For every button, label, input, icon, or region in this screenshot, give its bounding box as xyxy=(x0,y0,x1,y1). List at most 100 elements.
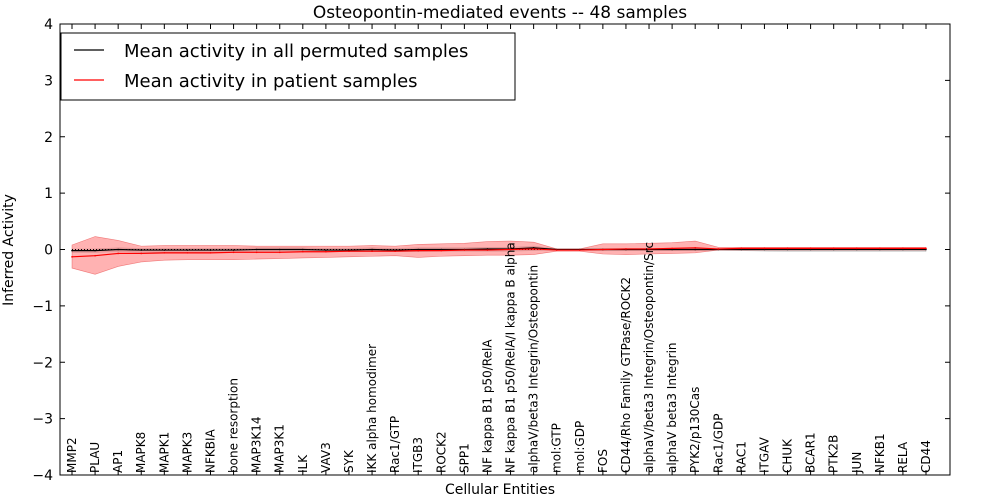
y-axis: −4 −3 −2 −1 0 1 2 3 4 xyxy=(32,17,950,484)
line-patient-point xyxy=(463,249,466,251)
legend: Mean activity in all permuted samples Me… xyxy=(60,32,516,101)
y-tick-label: −2 xyxy=(32,355,53,371)
x-tick-label: ROCK2 xyxy=(434,431,448,473)
line-permuted xyxy=(72,247,926,252)
line-patient-point xyxy=(186,252,189,254)
x-tick-label: CD44 xyxy=(919,440,933,473)
line-permuted-point xyxy=(763,248,766,251)
line-permuted-point xyxy=(140,249,143,251)
x-tick-label: MAPK1 xyxy=(157,432,171,473)
line-permuted-point xyxy=(371,248,373,251)
line-patient-point xyxy=(394,250,396,252)
y-axis-label: Inferred Activity xyxy=(1,194,17,306)
line-patient-point xyxy=(879,247,881,250)
line-patient-point xyxy=(648,248,650,250)
x-tick-label: IKK alpha homodimer xyxy=(365,344,379,473)
x-tick-label: JUN xyxy=(850,452,864,474)
x-tick-label: PYK2/p130Cas xyxy=(688,387,702,473)
line-patient-point xyxy=(94,254,96,257)
line-patient-point xyxy=(902,247,904,250)
line-patient-point xyxy=(255,251,258,254)
line-patient-point xyxy=(117,252,119,255)
x-tick-label: alphaV/beta3 Integrin/Osteopontin xyxy=(527,265,541,473)
line-patient-point xyxy=(209,252,212,254)
x-tick-label: SYK xyxy=(342,449,356,473)
line-patient-point xyxy=(232,251,235,254)
x-tick-label: NFKBIA xyxy=(203,428,217,473)
x-tick-label: BCAR1 xyxy=(804,432,818,473)
x-tick-label: NF kappa B1 p50/RelA xyxy=(480,339,494,473)
line-patient-point xyxy=(555,249,558,251)
line-patient-point xyxy=(786,247,789,250)
line-patient-point xyxy=(486,249,489,251)
y-tick-label: 0 xyxy=(44,243,53,259)
x-tick-label: alphaV beta3 Integrin xyxy=(665,342,679,473)
line-patient xyxy=(71,247,926,258)
line-permuted-point xyxy=(925,248,927,251)
line-permuted-point xyxy=(532,247,535,249)
x-tick-label: NFKB1 xyxy=(873,433,887,473)
x-tick-label: PTK2B xyxy=(827,435,841,473)
y-tick-label: 3 xyxy=(44,73,53,89)
x-tick-label: bone resorption xyxy=(227,378,241,473)
plot-area xyxy=(71,236,927,275)
line-patient-point xyxy=(163,252,166,254)
line-permuted-point xyxy=(117,248,119,251)
x-tick-label: VAV3 xyxy=(319,442,333,473)
y-tick-label: 1 xyxy=(44,186,53,202)
line-permuted-point xyxy=(209,249,212,251)
legend-label-patient: Mean activity in patient samples xyxy=(124,71,418,92)
x-tick-label: MAP3K1 xyxy=(273,424,287,473)
line-permuted-point xyxy=(809,248,812,251)
line-patient-point xyxy=(348,250,350,252)
x-tick-label: SPP1 xyxy=(457,443,471,473)
line-permuted-point xyxy=(671,248,673,251)
x-tick-label: CD44/Rho Family GTPase/ROCK2 xyxy=(619,277,633,473)
x-tick-label: NF kappa B1 p50/RelA/I kappa B alpha xyxy=(504,242,518,473)
x-tick-label: Rac1/GTP xyxy=(388,416,402,473)
line-patient-point xyxy=(694,247,696,249)
x-tick-label: AP1 xyxy=(111,450,125,473)
x-axis-label: Cellular Entities xyxy=(445,482,555,498)
x-tick-label: ITGB3 xyxy=(411,437,425,473)
x-tick-label: PLAU xyxy=(88,442,102,473)
line-permuted-point xyxy=(694,248,696,251)
line-permuted-point xyxy=(786,248,789,251)
line-patient-point xyxy=(278,251,281,254)
line-patient-point xyxy=(578,249,581,251)
line-patient-point xyxy=(417,249,420,252)
y-tick-label: 2 xyxy=(44,130,53,146)
line-patient-point xyxy=(717,248,720,250)
x-tick-label: mol:GDP xyxy=(573,421,587,473)
line-patient-point xyxy=(371,250,373,252)
x-tick-label: FOS xyxy=(596,449,610,473)
x-tick-label: MAP3K14 xyxy=(250,416,264,473)
line-patient-point xyxy=(602,248,604,251)
line-permuted-point xyxy=(417,248,420,251)
line-patient-point xyxy=(532,248,535,250)
line-permuted-point xyxy=(855,248,858,251)
legend-label-permuted: Mean activity in all permuted samples xyxy=(124,41,468,62)
line-permuted-point xyxy=(440,248,443,251)
line-permuted-point xyxy=(232,249,235,251)
x-tick-label: alphaV/beta3 Integrin/Osteopontin/Src xyxy=(642,242,656,473)
x-tick-label: mol:GTP xyxy=(550,423,564,473)
line-permuted-point xyxy=(325,249,327,251)
line-patient-point xyxy=(325,250,327,253)
x-tick-label: RELA xyxy=(896,441,910,473)
y-tick-label: −4 xyxy=(32,468,53,484)
line-permuted-point xyxy=(255,248,258,251)
line-patient-point xyxy=(140,252,143,255)
line-permuted-point xyxy=(163,249,166,251)
line-patient-point xyxy=(832,247,835,250)
line-patient-point xyxy=(509,248,512,251)
y-tick-label: −3 xyxy=(32,412,53,428)
y-tick-label: 4 xyxy=(44,17,53,33)
line-permuted-point xyxy=(348,249,350,251)
line-patient-point xyxy=(671,247,673,250)
x-tick-label: MMP2 xyxy=(65,437,79,473)
line-permuted-point xyxy=(832,248,835,251)
line-permuted-point xyxy=(94,249,96,252)
x-tick-label: MAPK8 xyxy=(134,432,148,473)
